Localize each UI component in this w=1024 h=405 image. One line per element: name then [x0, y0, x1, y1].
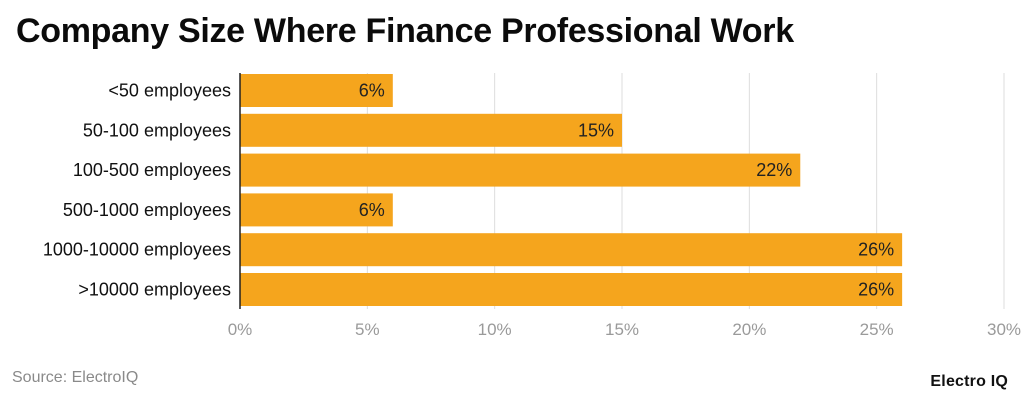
value-label: 15% — [578, 120, 614, 140]
bar — [240, 74, 393, 107]
category-label: 1000-10000 employees — [43, 240, 231, 260]
x-tick-label: 20% — [732, 320, 766, 339]
bar — [240, 233, 903, 267]
category-label: 50-100 employees — [83, 120, 231, 140]
bar — [240, 153, 801, 187]
x-tick-label: 0% — [228, 320, 253, 339]
x-tick-label: 10% — [478, 320, 512, 339]
bar — [240, 193, 393, 227]
category-label: 100-500 employees — [73, 160, 231, 180]
x-tick-label: 25% — [860, 320, 894, 339]
source-note: Source: ElectroIQ — [12, 369, 139, 386]
bar — [240, 113, 622, 147]
value-label: 6% — [359, 81, 385, 101]
category-label: 500-1000 employees — [63, 200, 231, 220]
value-label: 26% — [858, 280, 894, 300]
x-tick-label: 5% — [355, 320, 380, 339]
category-label: >10000 employees — [78, 280, 231, 300]
x-tick-label: 15% — [605, 320, 639, 339]
chart-title: Company Size Where Finance Professional … — [16, 12, 794, 50]
value-label: 22% — [756, 160, 792, 180]
category-label: <50 employees — [108, 81, 231, 101]
x-tick-label: 30% — [987, 320, 1021, 339]
brand-logo: Electro IQ — [930, 373, 1008, 390]
bar — [240, 273, 903, 306]
value-label: 26% — [858, 240, 894, 260]
value-label: 6% — [359, 200, 385, 220]
